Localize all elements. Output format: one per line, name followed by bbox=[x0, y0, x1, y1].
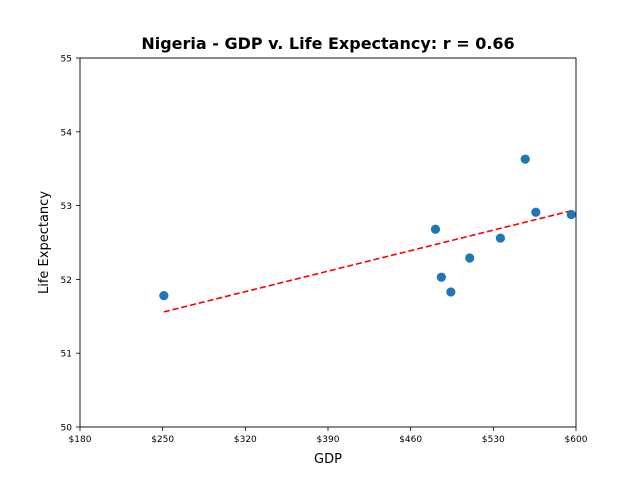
data-point bbox=[520, 154, 530, 164]
x-tick-label: $320 bbox=[234, 435, 257, 445]
y-tick-label: 53 bbox=[61, 202, 72, 212]
x-tick-label: $530 bbox=[482, 435, 505, 445]
data-point bbox=[430, 224, 441, 234]
data-point bbox=[495, 233, 506, 243]
data-point bbox=[531, 207, 541, 217]
x-tick-label: $180 bbox=[69, 435, 92, 445]
x-tick-label: $390 bbox=[317, 435, 340, 445]
x-tick-label: $250 bbox=[151, 435, 174, 445]
x-axis-ticks: $180 $250 $320 $390 $460 $530 $600 bbox=[69, 427, 588, 445]
x-tick-label: $460 bbox=[399, 435, 422, 445]
plot-area bbox=[159, 154, 576, 313]
data-point bbox=[446, 287, 456, 297]
y-tick-label: 50 bbox=[61, 424, 73, 434]
trendline bbox=[163, 209, 572, 313]
y-tick-label: 52 bbox=[61, 276, 72, 286]
data-point bbox=[436, 272, 446, 282]
y-axis-label: Life Expectancy bbox=[37, 191, 52, 294]
data-point bbox=[159, 291, 169, 301]
y-tick-label: 51 bbox=[61, 350, 72, 360]
y-tick-label: 55 bbox=[61, 55, 72, 65]
y-tick-label: 54 bbox=[61, 128, 73, 138]
x-tick-label: $600 bbox=[565, 435, 588, 445]
chart-title: Nigeria - GDP v. Life Expectancy: r = 0.… bbox=[141, 34, 514, 53]
data-point bbox=[465, 253, 475, 263]
axes-frame bbox=[79, 57, 577, 428]
data-point bbox=[566, 209, 576, 220]
y-axis-ticks: 50 51 52 53 54 55 bbox=[61, 55, 80, 434]
x-axis-label: GDP bbox=[314, 452, 342, 467]
